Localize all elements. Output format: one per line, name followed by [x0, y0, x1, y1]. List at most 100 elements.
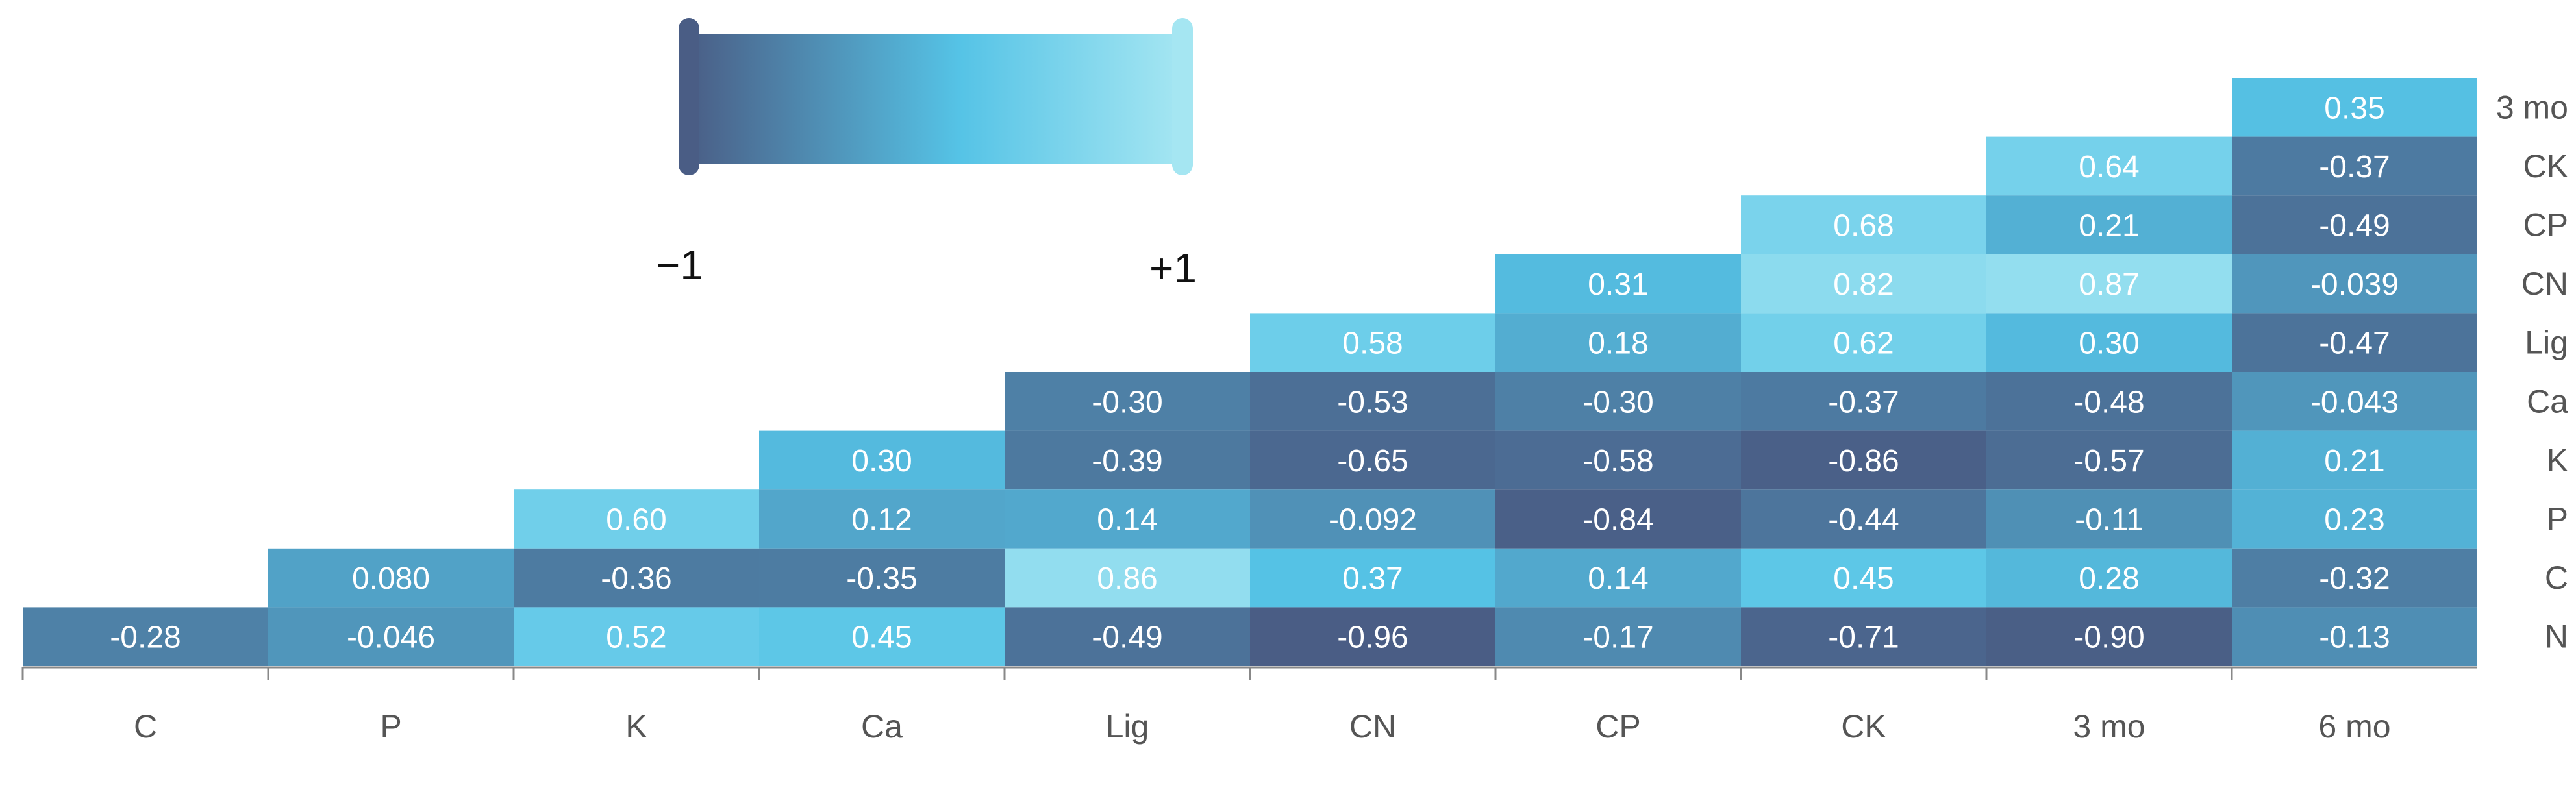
y-tick-label: CK [2523, 148, 2568, 184]
heatmap-cell [1250, 430, 1495, 490]
heatmap-cell [1986, 489, 2232, 549]
heatmap-cell [759, 607, 1005, 666]
cell-value-label: 0.21 [2324, 444, 2384, 478]
y-tick-label: 3 mo [2496, 89, 2568, 125]
cell-value-label: -0.092 [1329, 503, 1417, 538]
cell-value-label: -0.36 [601, 562, 671, 596]
colorbar-max-label: +1 [1149, 245, 1197, 291]
heatmap-cell [1250, 313, 1495, 372]
cell-value-label: -0.57 [2073, 444, 2144, 478]
cell-value-label: 0.23 [2324, 503, 2384, 538]
heatmap-cell [2232, 607, 2477, 666]
cell-value-label: 0.12 [851, 503, 912, 538]
heatmap-cell [1005, 430, 1250, 490]
cell-value-label: 0.14 [1097, 503, 1157, 538]
y-tick-label: C [2545, 560, 2568, 596]
colorbar: −1 +1 [656, 18, 1197, 291]
cell-value-label: 0.45 [851, 621, 912, 655]
heatmap-cell [2232, 489, 2477, 549]
heatmap-cell [1986, 548, 2232, 608]
y-tick-label: K [2547, 442, 2568, 478]
cell-value-label: -0.046 [347, 621, 435, 655]
heatmap-cell [2232, 78, 2477, 137]
heatmap-cell [759, 430, 1005, 490]
cell-value-label: 0.35 [2324, 91, 2384, 125]
cell-value-label: -0.44 [1828, 503, 1899, 538]
cell-value-label: 0.37 [1342, 562, 1403, 596]
heatmap-cell [1986, 136, 2232, 196]
x-tick-label: 6 mo [2318, 708, 2390, 745]
heatmap-cell [1986, 430, 2232, 490]
heatmap-cell [1741, 313, 1986, 372]
cell-value-label: 0.28 [2079, 562, 2139, 596]
cell-value-label: 0.31 [1588, 267, 1648, 302]
heatmap-cell [2232, 195, 2477, 254]
x-tick-label: 3 mo [2073, 708, 2145, 745]
heatmap-cell [268, 548, 514, 608]
cell-value-label: 0.080 [352, 562, 430, 596]
cell-value-label: 0.62 [1833, 327, 1894, 361]
x-tick-label: C [134, 708, 157, 745]
cell-value-label: 0.86 [1097, 562, 1157, 596]
heatmap-cell [1250, 372, 1495, 431]
cell-value-label: -0.039 [2310, 267, 2399, 302]
heatmap-cell [1741, 548, 1986, 608]
heatmap-cell [1495, 430, 1741, 490]
x-axis-ticks: C P K Ca Lig CN CP CK 3 mo 6 mo [21, 667, 2391, 745]
heatmap-cell [1495, 313, 1741, 372]
y-tick-label: CN [2521, 266, 2568, 302]
heatmap-cell [2232, 136, 2477, 196]
cell-value-label: -0.48 [2073, 385, 2144, 419]
cell-value-label: -0.30 [1092, 385, 1162, 419]
heatmap-cell [759, 548, 1005, 608]
cell-value-label: -0.58 [1582, 444, 1653, 478]
x-tick-label: P [380, 708, 401, 745]
cell-value-label: -0.53 [1337, 385, 1408, 419]
heatmap-cell [2232, 548, 2477, 608]
heatmap-cell [2232, 430, 2477, 490]
cell-value-label: 0.30 [2079, 327, 2139, 361]
x-tick-label: Lig [1106, 708, 1149, 745]
heatmap-cell [1741, 372, 1986, 431]
cell-value-label: -0.37 [2319, 150, 2390, 184]
cell-value-label: 0.64 [2079, 150, 2139, 184]
heatmap-cell [1741, 607, 1986, 666]
heatmap-cell [1250, 489, 1495, 549]
cell-value-label: -0.32 [2319, 562, 2390, 596]
cell-value-label: -0.84 [1582, 503, 1653, 538]
cell-value-label: 0.82 [1833, 267, 1894, 302]
heatmap-cell [1495, 489, 1741, 549]
cell-value-label: -0.043 [2310, 385, 2399, 419]
heatmap-cells: 0.35 0.64 -0.37 0.68 0.21 -0.49 0.31 0.82 0.87 -0… [23, 78, 2477, 669]
cell-value-label: 0.14 [1588, 562, 1648, 596]
cell-value-label: 0.60 [606, 503, 666, 538]
heatmap-cell [2232, 313, 2477, 372]
cell-value-label: -0.71 [1828, 621, 1899, 655]
y-tick-label: Lig [2525, 325, 2568, 361]
cell-value-label: 0.68 [1833, 209, 1894, 243]
heatmap-cell [1741, 195, 1986, 254]
cell-value-label: -0.28 [110, 621, 181, 655]
y-tick-label: CP [2523, 207, 2568, 243]
heatmap-cell [2232, 254, 2477, 314]
heatmap-cell [1741, 489, 1986, 549]
heatmap-cell [1495, 254, 1741, 314]
heatmap-cell [1986, 372, 2232, 431]
heatmap-cell [1495, 372, 1741, 431]
x-tick-label: CK [1841, 708, 1886, 745]
cell-value-label: -0.37 [1828, 385, 1899, 419]
colorbar-min-label: −1 [656, 242, 703, 288]
heatmap-cell [268, 607, 514, 666]
cell-value-label: -0.65 [1337, 444, 1408, 478]
heatmap-cell [514, 548, 759, 608]
cell-value-label: 0.87 [2079, 267, 2139, 302]
cell-value-label: -0.13 [2319, 621, 2390, 655]
x-tick-label: Ca [861, 708, 903, 745]
x-tick-label: CP [1595, 708, 1640, 745]
colorbar-max-cap [1172, 18, 1193, 175]
colorbar-gradient [686, 34, 1182, 164]
heatmap-cell [1495, 548, 1741, 608]
x-tick-label: CN [1349, 708, 1396, 745]
cell-value-label: -0.17 [1582, 621, 1653, 655]
